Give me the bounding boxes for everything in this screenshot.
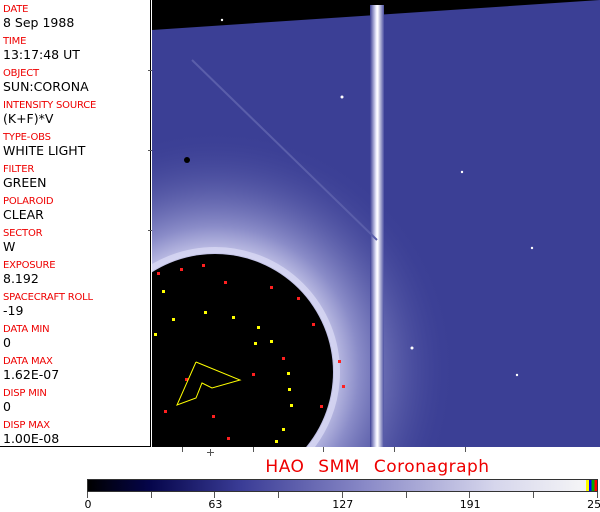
field-label: DATA MAX [3,356,53,367]
field-date: DATE 8 Sep 1988 [3,4,74,30]
colorbar-label: 63 [208,498,223,511]
field-value: 0 [3,335,11,350]
field-polaroid: POLAROID CLEAR [3,196,54,222]
field-label: OBJECT [3,68,39,79]
field-disp-max: DISP MAX 1.00E-08 [3,420,59,446]
field-object: OBJECT SUN:CORONA [3,68,89,94]
field-value: WHITE LIGHT [3,143,86,158]
field-data-min: DATA MIN 0 [3,324,50,350]
header-info-panel: DATE 8 Sep 1988 TIME 13:17:48 UT OBJECT SUN:C… [0,0,151,447]
colorbar-label: 255 [587,498,600,511]
field-value: 13:17:48 UT [3,47,80,62]
field-label: TIME [3,36,27,47]
field-label: INTENSITY SOURCE [3,100,97,111]
colorbar-tick [278,492,280,498]
colorbar-tick [214,492,216,498]
field-label: SECTOR [3,228,43,239]
field-label: POLAROID [3,196,54,207]
field-filter: FILTER GREEN [3,164,47,190]
colorbar-label: 191 [459,498,481,511]
field-intensity-source: INTENSITY SOURCE (K+F)*V [3,100,96,126]
field-value: CLEAR [3,207,44,222]
field-value: GREEN [3,175,47,190]
colorbar-tick [150,492,152,498]
coronagraph-image [152,0,600,447]
field-value: SUN:CORONA [3,79,89,94]
field-label: EXPOSURE [3,260,56,271]
colorbar-label: 0 [84,498,92,511]
field-exposure: EXPOSURE 8.192 [3,260,56,286]
field-label: DATA MIN [3,324,50,335]
colorbar-tick [87,492,88,498]
field-sector: SECTOR W [3,228,43,254]
field-time: TIME 13:17:48 UT [3,36,80,62]
annotation-points [157,264,345,440]
field-spacecraft-roll: SPACECRAFT ROLL -19 [3,292,93,318]
colorbar-tick [405,492,407,498]
region-outline [176,361,242,406]
field-value: 1.62E-07 [3,367,60,382]
field-value: 0 [3,399,11,414]
colorbar-tick [532,492,534,498]
field-value: 8 Sep 1988 [3,15,75,30]
field-value: -19 [3,303,24,318]
field-label: DISP MAX [3,420,50,431]
field-label: TYPE-OBS [3,132,51,143]
field-label: DATE [3,4,29,15]
field-label: FILTER [3,164,35,175]
field-value: 8.192 [3,271,39,286]
colorbar-tick [341,492,343,498]
colorbar-tick [596,492,598,498]
colorbar [87,479,598,492]
field-data-max: DATA MAX 1.62E-07 [3,356,59,382]
field-value: (K+F)*V [3,111,54,126]
field-value: 1.00E-08 [3,431,60,446]
instrument-title: HAO SMM Coronagraph [265,457,490,477]
field-label: DISP MIN [3,388,47,399]
field-value: W [3,239,16,254]
colorbar-overlay-colors [586,480,597,491]
field-disp-min: DISP MIN 0 [3,388,47,414]
field-label: SPACECRAFT ROLL [3,292,93,303]
annotation-points-yellow [154,290,293,443]
field-type-obs: TYPE-OBS WHITE LIGHT [3,132,85,158]
colorbar-tick [469,492,471,498]
colorbar-label: 127 [332,498,354,511]
